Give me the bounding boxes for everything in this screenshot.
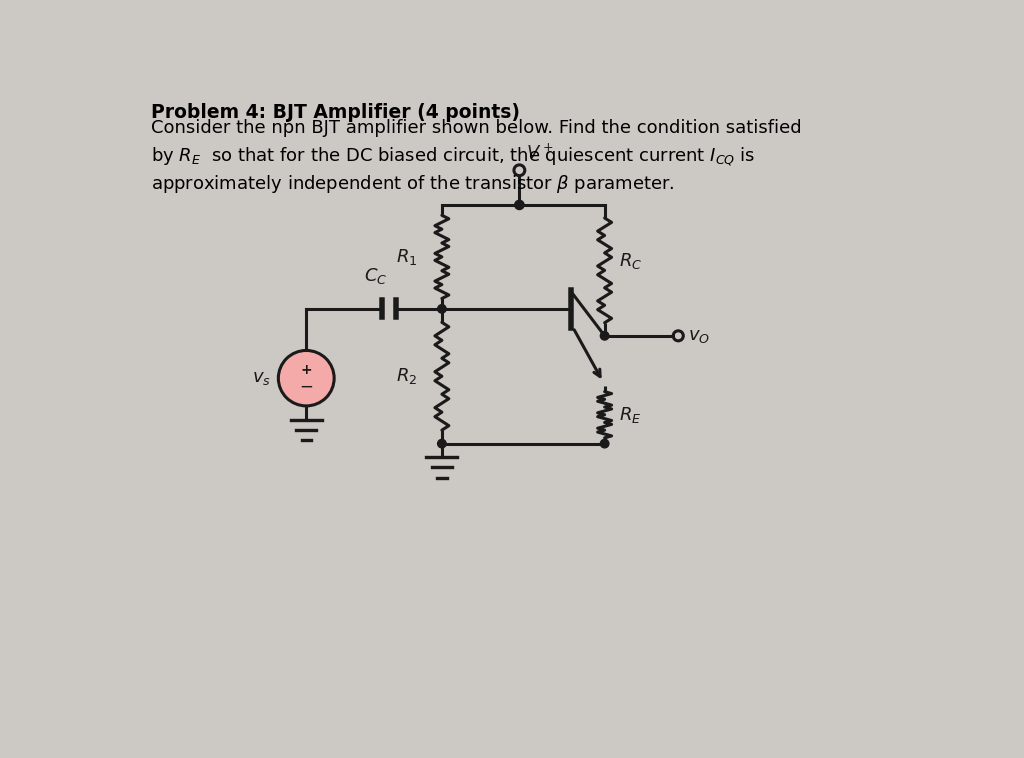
Text: Consider the npn BJT amplifier shown below. Find the condition satisfied: Consider the npn BJT amplifier shown bel… <box>152 119 802 136</box>
Text: approximately independent of the transistor $\beta$ parameter.: approximately independent of the transis… <box>152 173 675 195</box>
Text: $v_O$: $v_O$ <box>688 327 711 345</box>
Circle shape <box>600 331 609 340</box>
Text: $C_C$: $C_C$ <box>365 266 388 286</box>
Circle shape <box>437 305 446 313</box>
Circle shape <box>600 440 609 448</box>
Text: $R_2$: $R_2$ <box>396 366 417 387</box>
Text: by $R_E$  so that for the DC biased circuit, the quiescent current $I_{CQ}$ is: by $R_E$ so that for the DC biased circu… <box>152 146 756 168</box>
Text: −: − <box>299 377 313 396</box>
Text: $R_C$: $R_C$ <box>618 251 642 271</box>
Text: +: + <box>300 362 312 377</box>
Text: Problem 4: BJT Amplifier (4 points): Problem 4: BJT Amplifier (4 points) <box>152 103 520 122</box>
Text: $v_s$: $v_s$ <box>252 369 270 387</box>
Text: $R_1$: $R_1$ <box>395 247 417 267</box>
Text: $V^+$: $V^+$ <box>525 143 553 162</box>
Circle shape <box>515 200 524 209</box>
Text: $R_E$: $R_E$ <box>618 405 641 424</box>
Circle shape <box>279 350 334 406</box>
Circle shape <box>437 440 446 448</box>
